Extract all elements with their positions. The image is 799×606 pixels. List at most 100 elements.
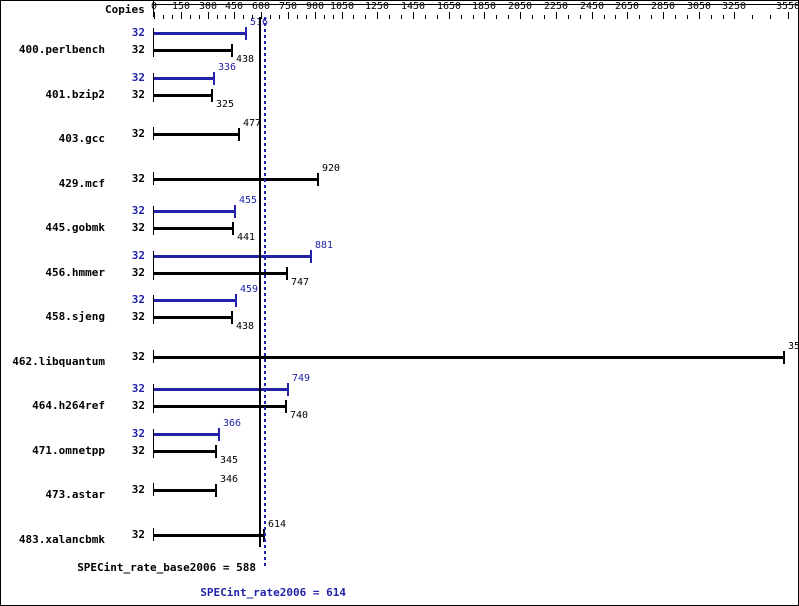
bar-origin-tick xyxy=(153,527,154,541)
peak-bar-cap xyxy=(310,249,312,263)
axis-tick xyxy=(449,12,450,19)
axis-tick xyxy=(520,12,521,19)
base-bar xyxy=(154,449,216,453)
axis-tick-label: 900 xyxy=(305,1,325,12)
axis-tick xyxy=(181,12,182,19)
base-bar xyxy=(154,227,233,230)
axis-minor-tick xyxy=(580,15,581,19)
base-bar-cap xyxy=(285,400,287,413)
base-bar-cap xyxy=(232,222,234,235)
axis-minor-tick xyxy=(365,15,366,19)
axis-minor-tick xyxy=(353,15,354,19)
axis-tick xyxy=(342,12,343,19)
axis-tick xyxy=(288,12,289,19)
base-mean-reference-line xyxy=(259,17,261,547)
benchmark-name-text: 445.gobmk xyxy=(45,221,105,234)
base-value-label: 438 xyxy=(236,54,255,65)
axis-minor-tick xyxy=(496,15,497,19)
benchmark-name-label: 462.libquantum xyxy=(1,350,105,369)
peak-copies-value: 32 xyxy=(131,26,145,39)
bar-origin-tick xyxy=(153,250,154,280)
benchmark-name-text: 471.omnetpp xyxy=(32,443,105,457)
bar-origin-tick xyxy=(153,428,154,458)
axis-minor-tick xyxy=(508,15,509,19)
bar-origin-tick xyxy=(153,483,154,496)
base-value-label: 920 xyxy=(322,162,341,174)
base-copies-value: 32 xyxy=(131,310,145,323)
bar-origin-tick xyxy=(153,295,154,324)
base-value-label: 346 xyxy=(220,474,239,485)
peak-copies-value: 32 xyxy=(131,204,145,217)
peak-copies-value: 32 xyxy=(131,382,145,395)
axis-minor-tick xyxy=(461,15,462,19)
axis-tick xyxy=(663,12,664,19)
benchmark-name-text: 464.h264ref xyxy=(32,399,105,412)
axis-minor-tick xyxy=(544,15,545,19)
axis-tick-label: 0 xyxy=(150,1,158,12)
axis-minor-tick xyxy=(675,15,676,19)
axis-minor-tick xyxy=(199,15,200,19)
axis-minor-tick xyxy=(172,15,173,19)
bar-origin-tick xyxy=(153,206,154,235)
axis-minor-tick xyxy=(711,15,712,19)
axis-tick xyxy=(556,12,557,19)
axis-minor-tick xyxy=(279,15,280,19)
benchmark-name-label: 403.gcc xyxy=(1,127,105,146)
base-bar-cap xyxy=(238,128,240,141)
peak-value-label: 366 xyxy=(223,417,242,429)
base-value-label: 614 xyxy=(268,518,287,530)
base-bar xyxy=(154,316,232,319)
axis-tick xyxy=(261,12,262,19)
base-bar-cap xyxy=(215,484,217,497)
axis-tick-label: 600 xyxy=(251,1,271,12)
benchmark-name-label: 483.xalancbmk xyxy=(1,528,105,547)
peak-bar xyxy=(154,32,246,35)
base-value-label: 747 xyxy=(291,276,310,288)
axis-minor-tick xyxy=(770,15,771,19)
base-copies-value: 32 xyxy=(131,87,145,101)
peak-bar xyxy=(154,210,235,213)
base-copies-value: 32 xyxy=(131,43,145,56)
base-bar-cap xyxy=(211,88,213,102)
benchmark-name-label: 445.gobmk xyxy=(1,216,105,235)
axis-minor-tick xyxy=(604,15,605,19)
axis-minor-tick xyxy=(163,15,164,19)
base-bar xyxy=(154,355,784,359)
base-bar-cap xyxy=(215,444,217,458)
bar-origin-tick xyxy=(153,349,154,363)
axis-tick xyxy=(234,12,235,19)
base-bar xyxy=(154,177,318,181)
base-copies-value: 32 xyxy=(131,349,145,363)
axis-tick-label: 1450 xyxy=(400,1,426,12)
axis-minor-tick xyxy=(473,15,474,19)
axis-minor-tick xyxy=(324,15,325,19)
peak-bar xyxy=(154,76,214,80)
axis-tick-label: 750 xyxy=(278,1,298,12)
peak-value-label: 459 xyxy=(240,284,259,295)
peak-copies-value: 32 xyxy=(131,248,145,262)
axis-minor-tick xyxy=(243,15,244,19)
base-bar xyxy=(154,533,264,537)
peak-bar xyxy=(154,299,236,302)
base-bar xyxy=(154,489,216,492)
base-value-label: 441 xyxy=(237,232,256,243)
base-value-label: 345 xyxy=(220,454,239,466)
benchmark-name-text: 429.mcf xyxy=(58,176,105,190)
axis-minor-tick xyxy=(190,15,191,19)
axis-tick-label: 2250 xyxy=(543,1,569,12)
axis-tick-label: 3050 xyxy=(686,1,712,12)
base-copies-value: 32 xyxy=(131,221,145,234)
axis-minor-tick xyxy=(425,15,426,19)
base-bar-cap xyxy=(286,266,288,280)
benchmark-name-label: 429.mcf xyxy=(1,172,105,191)
axis-tick-label: 3550 xyxy=(775,1,799,12)
base-value-label: 740 xyxy=(290,410,309,421)
peak-value-label: 881 xyxy=(315,239,334,251)
axis-minor-tick xyxy=(389,15,390,19)
peak-bar-cap xyxy=(218,427,220,441)
axis-tick xyxy=(699,12,700,19)
benchmark-name-label: 464.h264ref xyxy=(1,394,105,413)
axis-minor-tick xyxy=(306,15,307,19)
axis-minor-tick xyxy=(270,15,271,19)
axis-tick-label: 2050 xyxy=(507,1,533,12)
